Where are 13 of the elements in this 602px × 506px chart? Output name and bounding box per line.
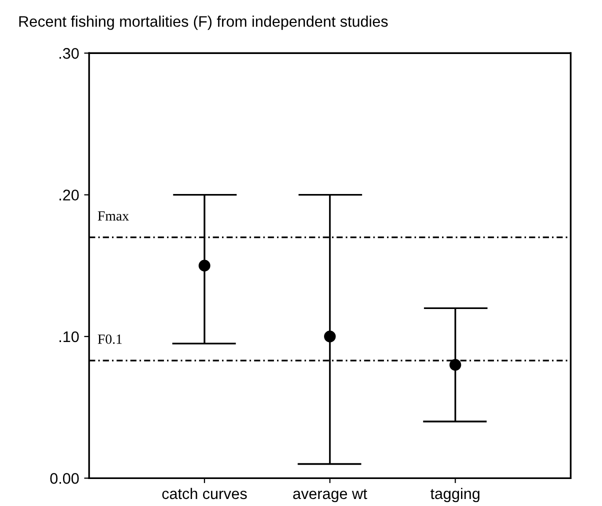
- ref-line-label: Fmax: [98, 211, 129, 221]
- x-tick-label: tagging: [430, 488, 480, 502]
- ref-line-label: F0.1: [98, 334, 122, 344]
- y-tick-label: .20: [60, 190, 79, 200]
- point: [324, 330, 336, 342]
- y-tick-label: .10: [60, 331, 79, 342]
- x-tick-label: catch curves: [162, 488, 247, 500]
- y-tick-label: 0.00: [50, 473, 79, 484]
- point: [449, 358, 462, 371]
- point: [198, 260, 210, 272]
- chart-title: Recent fishing mortalities (F) from independent studies: [19, 16, 388, 30]
- y-tick-label: .30: [60, 48, 79, 59]
- x-tick-label: average wt: [293, 489, 368, 502]
